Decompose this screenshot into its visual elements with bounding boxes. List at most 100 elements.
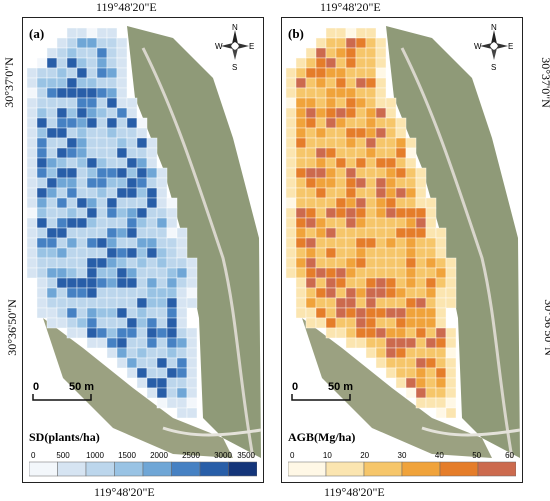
grid-cell (156, 397, 168, 409)
grid-cell (116, 147, 128, 159)
grid-cell (116, 317, 128, 329)
grid-cell (425, 257, 437, 269)
grid-cell (375, 77, 387, 89)
grid-cell (375, 307, 387, 319)
grid-cell (355, 87, 367, 99)
grid-cell (126, 127, 138, 139)
grid-cell (345, 267, 357, 279)
grid-cell (395, 147, 407, 159)
grid-cell (345, 57, 357, 69)
grid-cell (425, 337, 437, 349)
grid-cell (126, 247, 138, 259)
grid-cell (435, 227, 447, 239)
grid-cell (106, 147, 118, 159)
grid-cell (325, 157, 337, 169)
grid-cell (56, 137, 68, 149)
grid-cell (365, 307, 377, 319)
grid-cell (26, 77, 38, 89)
grid-cell (66, 157, 78, 169)
grid-cell (46, 187, 58, 199)
grid-cell (66, 237, 78, 249)
grid-cell (325, 37, 337, 49)
grid-cell (36, 57, 48, 69)
grid-cell (405, 277, 417, 289)
grid-cell (116, 197, 128, 209)
grid-cell (36, 117, 48, 129)
grid-cell (305, 117, 317, 129)
grid-cell (355, 77, 367, 89)
grid-cell (86, 337, 98, 349)
grid-cell (345, 97, 357, 109)
grid-cell (295, 87, 307, 99)
grid-cell (405, 217, 417, 229)
grid-cell (106, 267, 118, 279)
grid-cell (435, 317, 447, 329)
scale-zero: 0 (33, 381, 39, 393)
grid-cell (76, 277, 88, 289)
grid-cell (116, 157, 128, 169)
grid-cell (305, 157, 317, 169)
grid-cell (385, 187, 397, 199)
grid-cell (36, 157, 48, 169)
agb-map-canvas (285, 26, 521, 459)
grid-cell (126, 207, 138, 219)
grid-cell (56, 217, 68, 229)
grid-cell (146, 187, 158, 199)
grid-cell (355, 57, 367, 69)
grid-cell (405, 337, 417, 349)
grid-cell (385, 357, 397, 369)
grid-cell (66, 87, 78, 99)
grid-cell (395, 187, 407, 199)
legend-swatch (57, 461, 87, 477)
grid-cell (96, 277, 108, 289)
grid-cell (66, 137, 78, 149)
grid-cell (335, 207, 347, 219)
grid-cell (415, 217, 427, 229)
grid-cell (385, 287, 397, 299)
grid-cell (166, 387, 178, 399)
grid-cell (355, 257, 367, 269)
grid-cell (96, 297, 108, 309)
grid-cell (126, 137, 138, 149)
grid-cell (186, 397, 198, 409)
grid-cell (116, 77, 128, 89)
grid-cell (325, 287, 337, 299)
grid-cell (126, 347, 138, 359)
grid-cell (285, 87, 297, 99)
aerial-imagery (43, 26, 262, 459)
grid-cell (385, 137, 397, 149)
grid-cell (186, 357, 198, 369)
grid-cell (345, 77, 357, 89)
grid-cell (355, 127, 367, 139)
panel-tag: (a) (29, 26, 45, 41)
grid-cell (445, 397, 457, 409)
grid-cell (96, 47, 108, 59)
grid-cell (315, 37, 327, 49)
legend-tick-label: 50 (472, 451, 481, 460)
grid-cell (285, 237, 297, 249)
grid-cell (355, 307, 367, 319)
grid-cell (395, 287, 407, 299)
grid-cell (76, 57, 88, 69)
grid-cell (146, 257, 158, 269)
grid-cell (66, 27, 78, 39)
grid-cell (36, 67, 48, 79)
grid-cell (76, 187, 88, 199)
grid-cell (295, 227, 307, 239)
grid-cell (385, 297, 397, 309)
grid-cell (76, 127, 88, 139)
grid-cell (345, 117, 357, 129)
grid-cell (26, 87, 38, 99)
grid-cell (156, 297, 168, 309)
grid-cell (325, 297, 337, 309)
grid-cell (315, 257, 327, 269)
grid-cell (435, 307, 447, 319)
grid-cell (415, 317, 427, 329)
grid-cell (375, 47, 387, 59)
grid-cell (345, 157, 357, 169)
grid-cell (136, 127, 148, 139)
grid-cell (425, 327, 437, 339)
grid-cell (86, 257, 98, 269)
grid-cell (86, 247, 98, 259)
grid-cell (36, 87, 48, 99)
